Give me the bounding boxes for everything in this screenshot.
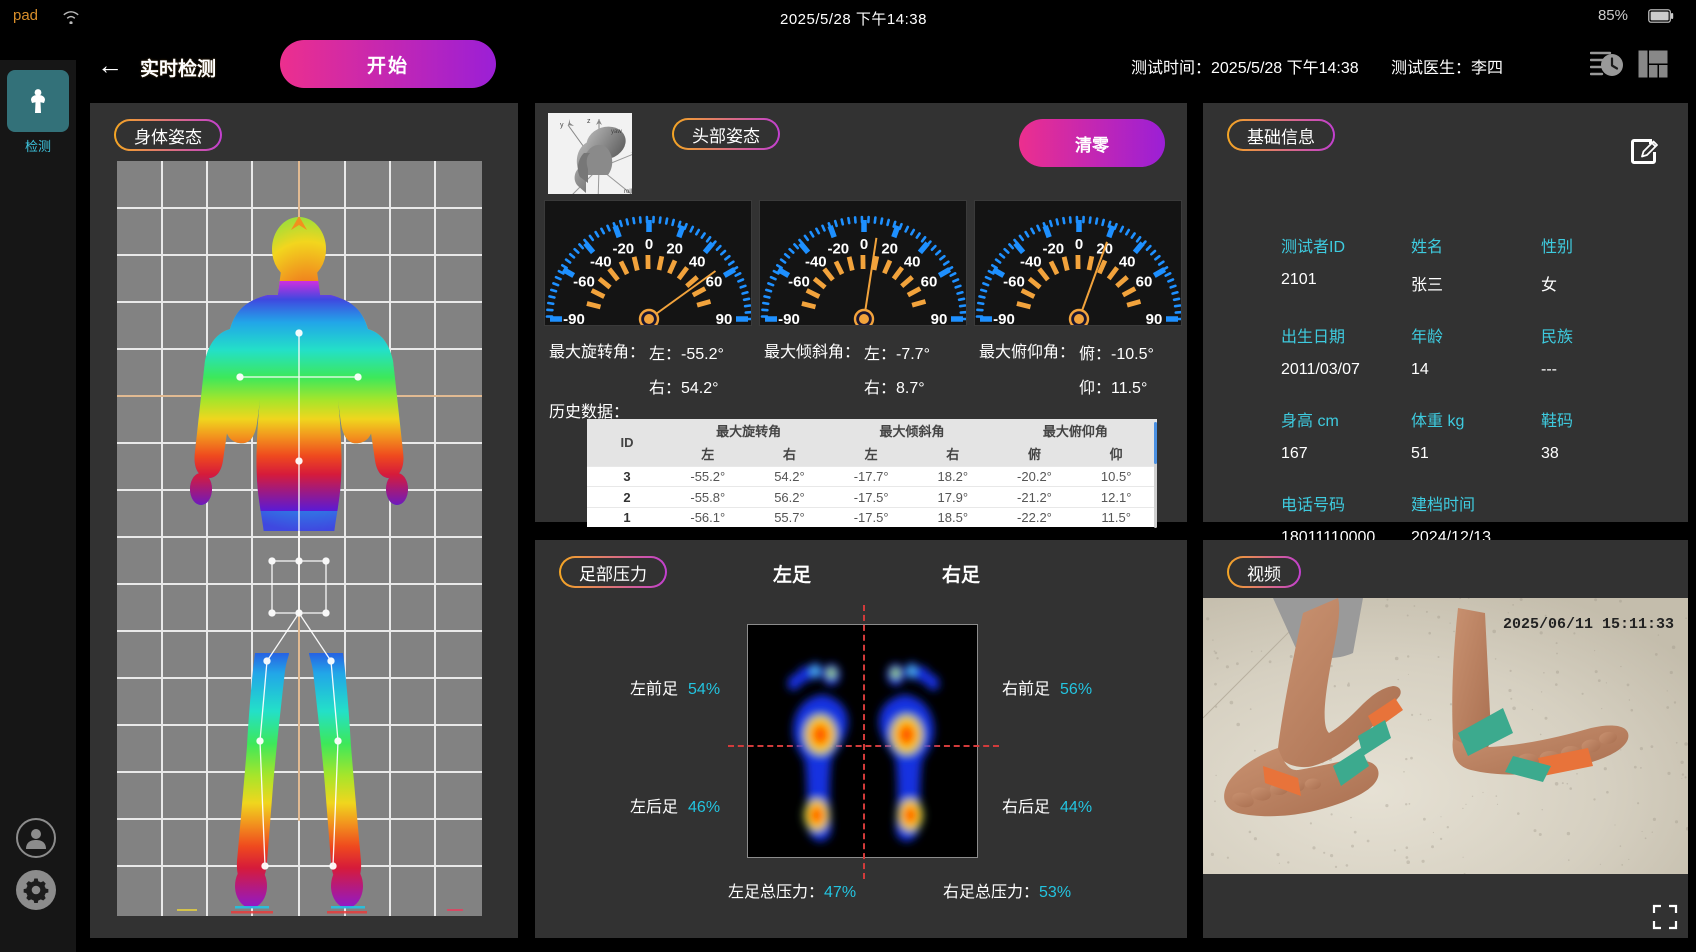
svg-text:60: 60 [1136,274,1153,291]
svg-text:-40: -40 [1020,254,1042,271]
svg-text:-40: -40 [590,254,612,271]
svg-text:-20: -20 [827,241,849,258]
svg-text:-90: -90 [993,311,1015,326]
svg-text:60: 60 [921,274,938,291]
svg-text:-90: -90 [778,311,800,326]
svg-text:-90: -90 [563,311,585,326]
svg-text:-60: -60 [1003,274,1025,291]
svg-text:90: 90 [1146,311,1163,326]
svg-text:y: y [560,122,564,129]
svg-text:yaw: yaw [611,129,622,135]
svg-text:-40: -40 [805,254,827,271]
svg-text:-20: -20 [612,241,634,258]
svg-text:z: z [587,118,591,125]
svg-text:20: 20 [666,241,683,258]
svg-text:0: 0 [1075,236,1083,253]
svg-text:-60: -60 [788,274,810,291]
svg-text:20: 20 [881,241,898,258]
svg-text:roll: roll [624,189,632,194]
svg-text:-60: -60 [573,274,595,291]
svg-text:0: 0 [860,236,868,253]
svg-text:90: 90 [716,311,733,326]
svg-text:-20: -20 [1042,241,1064,258]
svg-text:40: 40 [904,254,921,271]
svg-text:0: 0 [645,236,653,253]
svg-text:40: 40 [689,254,706,271]
svg-text:40: 40 [1119,254,1136,271]
svg-text:90: 90 [931,311,948,326]
